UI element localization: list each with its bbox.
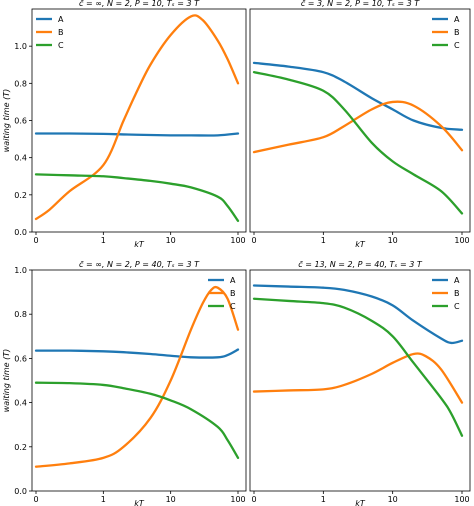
x-tick-label: 0 <box>33 495 38 504</box>
panel-top-right: c̄ = 3, N = 2, P = 10, Tₛ = 3 T 0 1 10 100 kT… <box>249 0 471 249</box>
series-line-A <box>34 132 240 137</box>
series-line-B <box>34 14 240 221</box>
x-axis-label: kT <box>355 240 366 249</box>
y-tick-label: 0.8 <box>14 79 27 88</box>
axes-frame <box>31 8 247 233</box>
y-tick-label: 0.0 <box>14 228 27 237</box>
series-line-C <box>34 173 240 222</box>
x-tick-label: 0 <box>251 495 256 504</box>
legend-label-C: C <box>454 41 460 50</box>
series-line-A <box>252 284 464 345</box>
panel-top-left: c̄ = ∞, N = 2, P = 10, Tₛ = 3 T 0 1 10 100 0.… <box>2 0 247 249</box>
series-line-C <box>252 297 464 437</box>
legend-label-B: B <box>58 28 64 37</box>
x-tick-label: 100 <box>230 236 245 245</box>
x-tick-label: 0 <box>33 236 38 245</box>
x-tick-label: 1 <box>101 495 106 504</box>
legend-label-B: B <box>454 28 460 37</box>
legend-label-A: A <box>454 276 460 285</box>
x-axis-label: kT <box>355 499 366 506</box>
x-tick-label: 1 <box>101 236 106 245</box>
legend-label-A: A <box>454 15 460 24</box>
y-tick-label: 0.0 <box>14 487 27 496</box>
y-tick-label: 0.2 <box>14 191 27 200</box>
axes-frame <box>31 269 247 492</box>
legend-label-C: C <box>230 302 236 311</box>
x-axis-label: kT <box>134 240 145 249</box>
y-axis-label: waiting time (T) <box>2 349 11 412</box>
series-line-C <box>34 381 240 459</box>
y-tick-label: 0.2 <box>14 443 27 452</box>
x-tick-label: 10 <box>388 236 398 245</box>
panel-title: c̄ = 13, N = 2, P = 40, Tₛ = 3 T <box>298 260 423 269</box>
legend-label-C: C <box>454 302 460 311</box>
axes-frame <box>249 8 471 233</box>
x-tick-label: 100 <box>454 495 469 504</box>
panel-bottom-right: c̄ = 13, N = 2, P = 40, Tₛ = 3 T 0 1 10 100 k… <box>249 260 471 506</box>
x-tick-label: 1 <box>321 236 326 245</box>
legend-label-B: B <box>230 289 236 298</box>
x-tick-label: 0 <box>251 236 256 245</box>
y-axis-label: waiting time (T) <box>2 89 11 152</box>
legend-label-A: A <box>58 15 64 24</box>
series-line-C <box>252 71 464 215</box>
panel-title: c̄ = ∞, N = 2, P = 40, Tₛ = 3 T <box>79 260 200 269</box>
y-tick-label: 0.6 <box>14 354 27 363</box>
y-tick-label: 0.4 <box>14 154 27 163</box>
x-tick-label: 10 <box>166 236 176 245</box>
x-tick-label: 10 <box>388 495 398 504</box>
series-line-B <box>252 352 464 404</box>
panel-bottom-left: c̄ = ∞, N = 2, P = 40, Tₛ = 3 T 0 1 10 100 0.… <box>2 260 247 506</box>
series-line-A <box>252 61 464 131</box>
panel-title: c̄ = ∞, N = 2, P = 10, Tₛ = 3 T <box>79 0 200 8</box>
x-tick-label: 100 <box>230 495 245 504</box>
y-tick-label: 0.6 <box>14 117 27 126</box>
x-tick-label: 10 <box>166 495 176 504</box>
panel-title: c̄ = 3, N = 2, P = 10, Tₛ = 3 T <box>301 0 420 8</box>
y-tick-label: 0.4 <box>14 399 27 408</box>
legend-label-C: C <box>58 41 64 50</box>
x-tick-label: 100 <box>454 236 469 245</box>
series-line-B <box>252 100 464 154</box>
y-tick-label: 0.8 <box>14 310 27 319</box>
x-tick-label: 1 <box>321 495 326 504</box>
series-line-B <box>34 285 240 468</box>
y-tick-label: 1.0 <box>14 42 27 51</box>
legend-label-A: A <box>230 276 236 285</box>
legend-label-B: B <box>454 289 460 298</box>
axes-frame <box>249 269 471 492</box>
series-line-A <box>34 348 240 359</box>
y-tick-label: 1.0 <box>14 266 27 275</box>
x-axis-label: kT <box>134 499 145 506</box>
